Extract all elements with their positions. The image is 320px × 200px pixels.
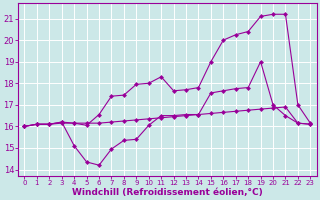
X-axis label: Windchill (Refroidissement éolien,°C): Windchill (Refroidissement éolien,°C) xyxy=(72,188,263,197)
